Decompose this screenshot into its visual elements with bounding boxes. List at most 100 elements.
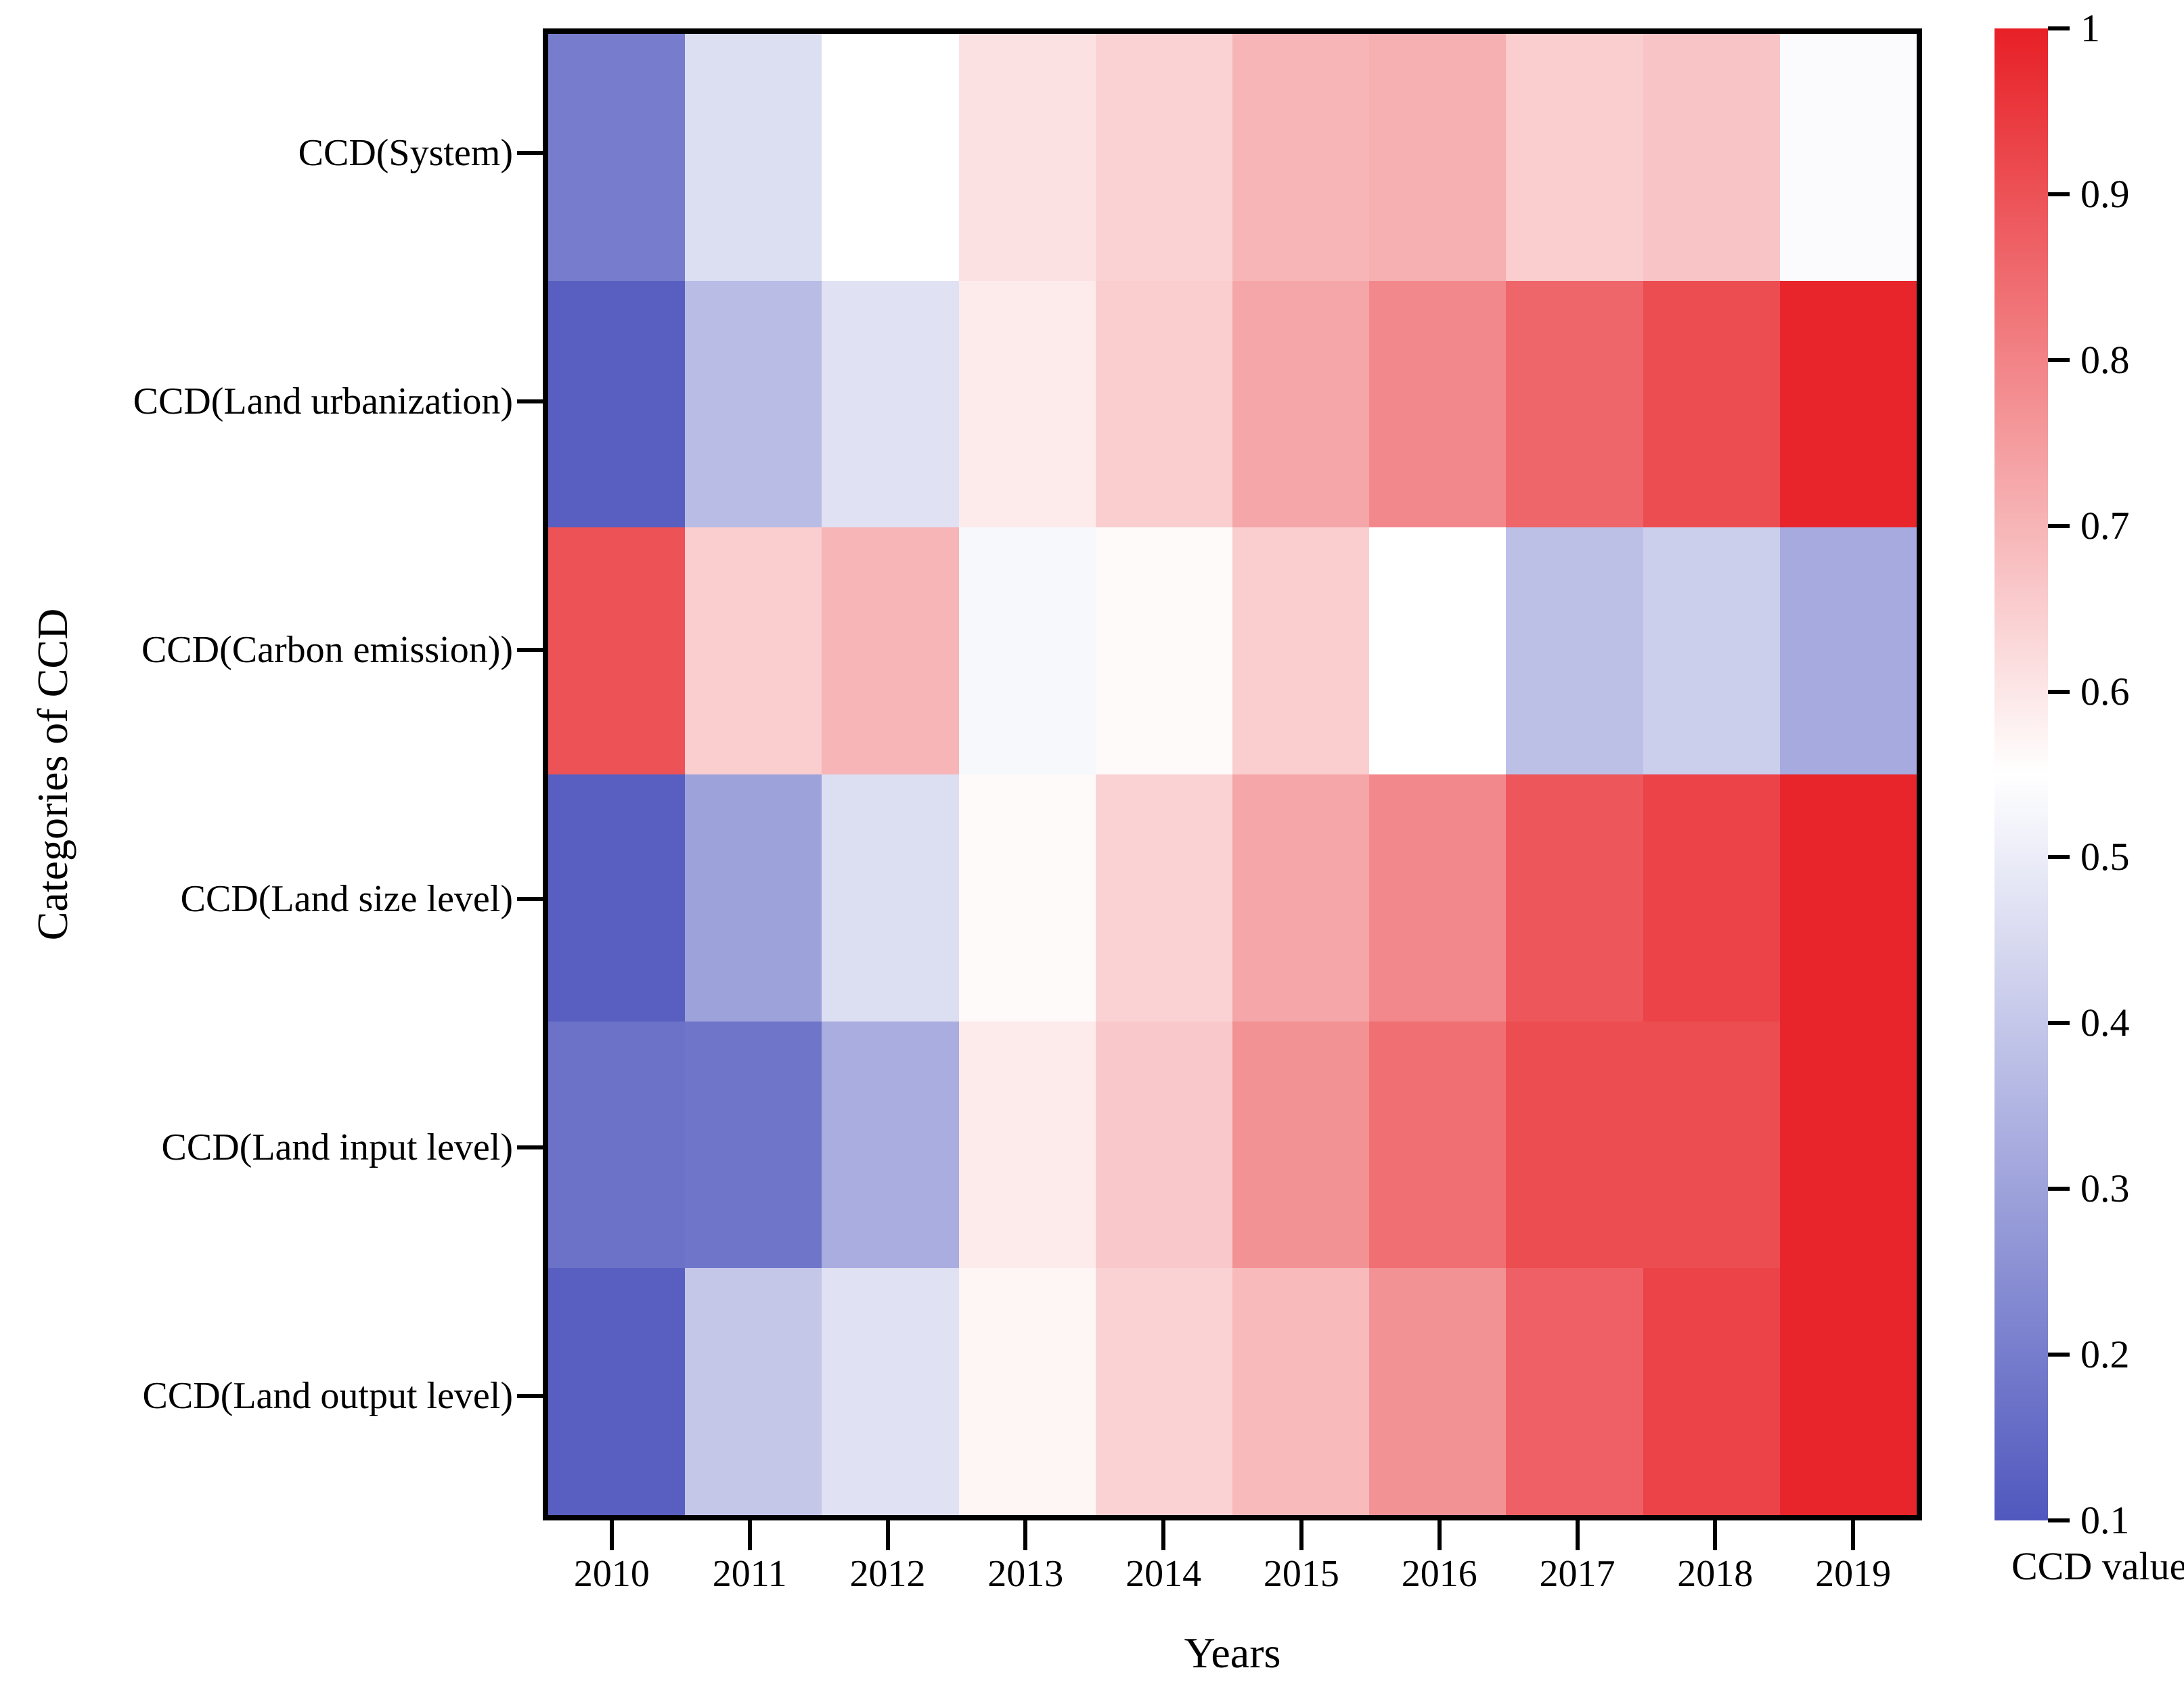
heatmap-cell	[1096, 1268, 1232, 1515]
colorbar-tick	[2048, 1021, 2070, 1026]
heatmap-cell	[1369, 527, 1506, 774]
heatmap-cell	[822, 1022, 959, 1268]
heatmap-cell	[959, 34, 1096, 281]
y-tick	[517, 648, 543, 653]
heatmap-cell	[1780, 1268, 1917, 1515]
y-tick-label: CCD(System)	[298, 131, 513, 174]
heatmap-cell	[685, 1268, 822, 1515]
heatmap-cell	[822, 774, 959, 1022]
heatmap-cell	[548, 34, 685, 281]
colorbar-tick	[2048, 523, 2070, 528]
x-tick	[1299, 1520, 1303, 1550]
heatmap-cell	[1369, 1268, 1506, 1515]
colorbar-tick	[2048, 1518, 2070, 1522]
colorbar-tick-label: 1	[2080, 6, 2100, 50]
y-tick	[517, 1145, 543, 1149]
heatmap-cell	[548, 281, 685, 527]
x-tick-label: 2011	[712, 1553, 787, 1595]
heatmap-cell	[1232, 1268, 1369, 1515]
x-tick	[1575, 1520, 1580, 1550]
colorbar-tick	[2048, 1353, 2070, 1357]
heatmap-cell	[822, 281, 959, 527]
heatmap-cell	[1369, 1022, 1506, 1268]
heatmap-cell	[1643, 774, 1780, 1022]
y-tick	[517, 896, 543, 901]
y-tick	[517, 150, 543, 155]
heatmap-cell	[1643, 1268, 1780, 1515]
heatmap-cell	[1369, 281, 1506, 527]
x-tick	[885, 1520, 890, 1550]
x-tick-label: 2013	[987, 1553, 1064, 1595]
heatmap-cell	[1506, 1268, 1643, 1515]
heatmap-cell	[685, 527, 822, 774]
x-tick-label: 2015	[1263, 1553, 1339, 1595]
colorbar-gradient	[1994, 28, 2048, 1520]
heatmap-cell	[959, 281, 1096, 527]
heatmap-cells	[548, 34, 1917, 1515]
x-tick	[609, 1520, 614, 1550]
x-tick-label: 2012	[849, 1553, 926, 1595]
x-tick-label: 2019	[1815, 1553, 1892, 1595]
heatmap-cell	[1780, 774, 1917, 1022]
colorbar-tick	[2048, 357, 2070, 362]
y-tick-label: CCD(Land input level)	[161, 1126, 513, 1168]
heatmap-cell	[1643, 281, 1780, 527]
heatmap-cell	[548, 1268, 685, 1515]
colorbar-tick	[2048, 192, 2070, 196]
heatmap-cell	[1506, 281, 1643, 527]
colorbar-tick	[2048, 689, 2070, 694]
colorbar-tick-label: 0.5	[2080, 835, 2130, 879]
heatmap-plot	[543, 28, 1922, 1520]
heatmap-cell	[548, 527, 685, 774]
x-axis-title: Years	[1184, 1629, 1281, 1677]
heatmap-cell	[822, 527, 959, 774]
heatmap-cell	[685, 34, 822, 281]
heatmap-cell	[959, 1268, 1096, 1515]
heatmap-cell	[1506, 34, 1643, 281]
heatmap-cell	[548, 774, 685, 1022]
heatmap-cell	[959, 774, 1096, 1022]
x-tick	[1713, 1520, 1718, 1550]
colorbar-tick-label: 0.4	[2080, 1001, 2130, 1045]
heatmap-cell	[1643, 34, 1780, 281]
heatmap-cell	[1096, 281, 1232, 527]
x-tick	[1161, 1520, 1166, 1550]
heatmap-cell	[685, 1022, 822, 1268]
heatmap-cell	[548, 1022, 685, 1268]
heatmap-cell	[1232, 774, 1369, 1022]
heatmap-cell	[1096, 774, 1232, 1022]
colorbar-tick	[2048, 1187, 2070, 1191]
colorbar-tick-label: 0.2	[2080, 1332, 2130, 1377]
colorbar-title: CCD value	[2011, 1544, 2184, 1588]
x-tick	[1851, 1520, 1856, 1550]
heatmap-cell	[1096, 1022, 1232, 1268]
heatmap-cell	[1780, 34, 1917, 281]
y-tick	[517, 399, 543, 403]
x-tick	[1023, 1520, 1028, 1550]
x-tick-label: 2016	[1401, 1553, 1477, 1595]
colorbar-tick-label: 0.8	[2080, 337, 2130, 382]
heatmap-cell	[685, 774, 822, 1022]
x-tick-label: 2014	[1126, 1553, 1202, 1595]
heatmap-cell	[1506, 774, 1643, 1022]
heatmap-cell	[1232, 34, 1369, 281]
heatmap-cell	[1232, 281, 1369, 527]
y-tick	[517, 1394, 543, 1399]
heatmap-cell	[959, 1022, 1096, 1268]
x-tick-label: 2017	[1539, 1553, 1615, 1595]
heatmap-cell	[1506, 527, 1643, 774]
heatmap-cell	[1096, 34, 1232, 281]
colorbar-tick	[2048, 26, 2070, 30]
heatmap-cell	[1780, 1022, 1917, 1268]
x-tick	[1437, 1520, 1442, 1550]
colorbar-tick-label: 0.3	[2080, 1166, 2130, 1211]
y-tick-label: CCD(Carbon emission))	[141, 629, 513, 672]
heatmap-cell	[1780, 527, 1917, 774]
heatmap-cell	[1506, 1022, 1643, 1268]
heatmap-cell	[1232, 1022, 1369, 1268]
heatmap-cell	[959, 527, 1096, 774]
colorbar-tick-label: 0.1	[2080, 1498, 2130, 1542]
x-tick	[747, 1520, 752, 1550]
heatmap-cell	[1369, 774, 1506, 1022]
